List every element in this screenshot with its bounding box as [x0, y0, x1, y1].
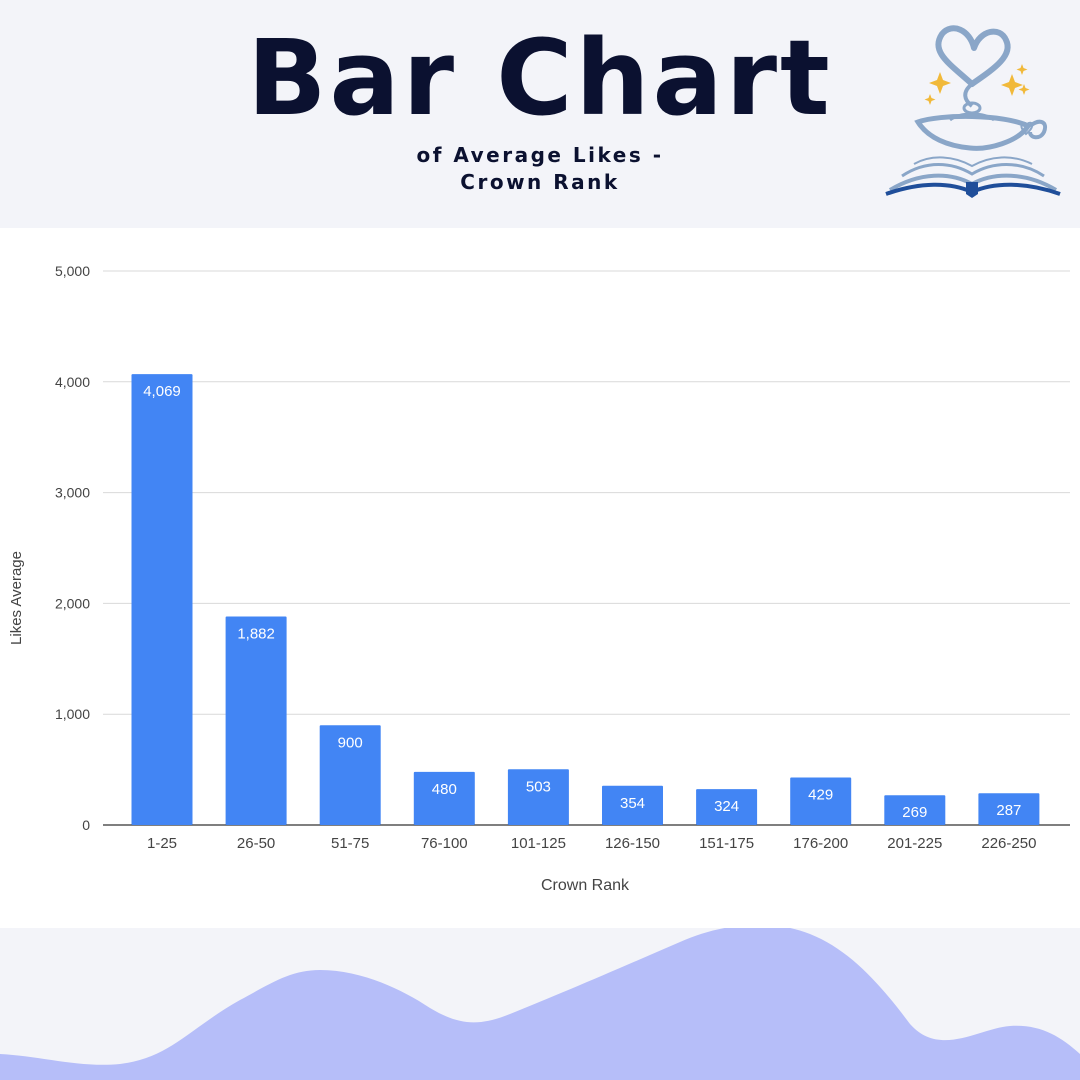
bar-data-label: 4,069 — [143, 383, 181, 400]
bar-chart: 0 1,000 2,000 3,000 4,000 5,000 4,069 1,882 900… — [8, 263, 1070, 894]
chart-panel: 0 1,000 2,000 3,000 4,000 5,000 4,069 1,882 900… — [0, 228, 1080, 928]
bar — [790, 777, 852, 825]
x-tick-labels: 1-25 26-50 51-75 76-100 101-125 126-150 151-17… — [147, 835, 1036, 852]
y-tick-labels: 0 1,000 2,000 3,000 4,000 5,000 — [55, 263, 90, 833]
bar — [884, 795, 946, 825]
x-tick-label: 26-50 — [237, 835, 275, 852]
bar — [602, 785, 663, 825]
x-axis-label: Crown Rank — [541, 877, 630, 894]
bar — [978, 793, 1040, 825]
bar — [319, 725, 381, 825]
footer-decoration — [0, 928, 1080, 1080]
y-tick-label: 2,000 — [55, 595, 90, 611]
x-tick-label: 76-100 — [421, 835, 468, 852]
heart-lamp-book-logo-icon — [885, 25, 1061, 198]
bar — [225, 616, 287, 825]
y-axis-label: Likes Average — [8, 551, 25, 645]
y-tick-label: 1,000 — [55, 706, 90, 722]
y-tick-label: 5,000 — [55, 263, 90, 279]
wave-decoration — [0, 928, 1080, 1080]
x-tick-label: 226-250 — [981, 835, 1036, 852]
x-tick-label: 1-25 — [147, 835, 177, 852]
bar — [413, 771, 475, 825]
bar-data-label: 480 — [432, 781, 457, 798]
x-tick-label: 126-150 — [605, 835, 660, 852]
bar-data-label: 354 — [620, 795, 645, 812]
page-subtitle: of Average Likes - Crown Rank — [416, 143, 664, 194]
y-tick-label: 3,000 — [55, 485, 90, 501]
bar-data-label: 429 — [808, 786, 833, 803]
x-tick-label: 201-225 — [887, 835, 942, 852]
bar — [131, 374, 193, 825]
x-tick-label: 151-175 — [699, 835, 754, 852]
x-tick-label: 51-75 — [331, 835, 369, 852]
page-title: Bar Chart — [247, 17, 833, 139]
bar-data-label: 287 — [996, 802, 1021, 819]
x-tick-label: 101-125 — [511, 835, 566, 852]
bar-data-label: 324 — [714, 798, 739, 815]
y-tick-label: 0 — [82, 817, 90, 833]
y-tick-label: 4,000 — [55, 374, 90, 390]
bar-data-label: 503 — [526, 778, 551, 795]
bar-data-label: 269 — [902, 804, 927, 821]
bar-data-label: 1,882 — [237, 625, 275, 642]
header: Bar Chart of Average Likes - Crown Rank — [0, 0, 1080, 228]
bar — [696, 789, 758, 825]
x-tick-label: 176-200 — [793, 835, 848, 852]
bar — [507, 769, 569, 825]
bar-data-label: 900 — [338, 734, 363, 751]
bars: 4,069 1,882 900 480 503 354 324 429 269 287 — [131, 374, 1040, 825]
